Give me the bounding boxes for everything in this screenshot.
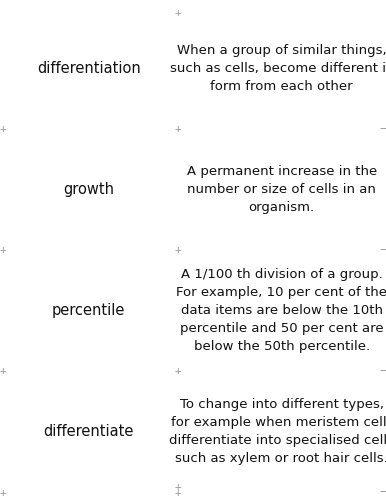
Text: A permanent increase in the
number or size of cells in an
organism.: A permanent increase in the number or si… xyxy=(187,165,377,214)
Text: −: − xyxy=(379,366,386,376)
Text: A 1/100 th division of a group.
For example, 10 per cent of the
data items are b: A 1/100 th division of a group. For exam… xyxy=(176,268,386,353)
Text: percentile: percentile xyxy=(52,303,125,318)
Text: differentiation: differentiation xyxy=(37,60,141,76)
Text: +: + xyxy=(174,8,181,18)
Text: +: + xyxy=(0,245,7,255)
Text: differentiate: differentiate xyxy=(44,424,134,440)
Text: −: − xyxy=(379,488,386,498)
Text: +: + xyxy=(0,366,7,376)
Text: +: + xyxy=(174,245,181,255)
Text: growth: growth xyxy=(63,182,114,197)
Text: +: + xyxy=(0,488,7,498)
Text: When a group of similar things,
such as cells, become different in
form from eac: When a group of similar things, such as … xyxy=(169,44,386,92)
Text: +: + xyxy=(174,488,181,498)
Text: −: − xyxy=(379,245,386,255)
Text: −: − xyxy=(379,124,386,134)
Text: +: + xyxy=(0,124,7,134)
Text: +: + xyxy=(174,482,181,492)
Text: +: + xyxy=(174,124,181,134)
Text: To change into different types,
for example when meristem cells
differentiate in: To change into different types, for exam… xyxy=(169,398,386,466)
Text: +: + xyxy=(174,366,181,376)
